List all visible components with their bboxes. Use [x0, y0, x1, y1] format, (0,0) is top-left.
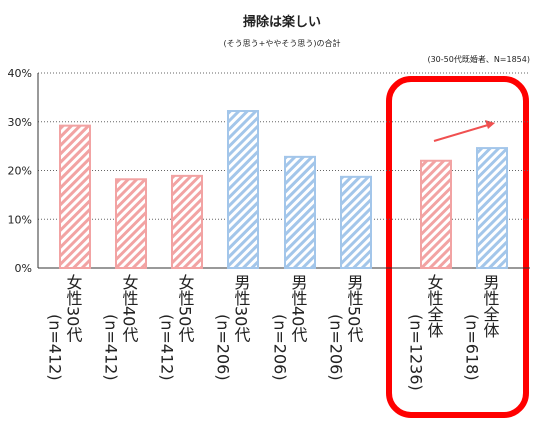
x-tick-label: 女性30代: [64, 273, 83, 343]
y-tick-label: 10%: [8, 213, 32, 226]
highlight-box: [386, 76, 529, 418]
arrow-head: [485, 120, 495, 129]
x-tick-label: 女性50代: [176, 273, 195, 343]
x-tick-label: 女性全体: [425, 273, 444, 338]
y-tick-label: 20%: [8, 165, 32, 178]
y-tick-label: 0%: [15, 262, 32, 275]
x-tick-label: 男性40代: [289, 274, 308, 343]
bar: [476, 147, 508, 269]
sample-size-label: (n=206): [327, 314, 346, 381]
sample-size-label: (n=618): [463, 314, 482, 381]
sample-size-label: (n=412): [46, 314, 65, 381]
bar: [420, 159, 452, 269]
y-tick-label: 30%: [8, 116, 32, 129]
trend-arrow: [433, 124, 489, 142]
bar: [340, 175, 372, 269]
x-tick-label: 男性全体: [481, 274, 500, 338]
sample-size-label: (n=412): [102, 314, 121, 381]
chart-subtitle: (そう思う+ややそう思う)の合計: [224, 38, 341, 48]
bar: [284, 155, 316, 270]
bar: [227, 110, 259, 270]
bar: [115, 178, 147, 269]
sample-size-label: (n=206): [214, 314, 233, 381]
sample-size-label: (n=412): [158, 314, 177, 381]
x-tick-label: 男性30代: [232, 274, 251, 343]
sample-size-label: (n=1236): [407, 314, 426, 391]
sample-size-label: (n=206): [271, 314, 290, 381]
x-tick-label: 男性50代: [345, 274, 364, 343]
x-tick-label: 女性40代: [120, 273, 139, 343]
chart-title: 掃除は楽しい: [243, 14, 321, 30]
bar: [171, 174, 203, 269]
chart-note: (30-50代既婚者、N=1854): [427, 54, 530, 64]
y-tick-label: 40%: [8, 67, 32, 80]
bar: [59, 124, 91, 270]
